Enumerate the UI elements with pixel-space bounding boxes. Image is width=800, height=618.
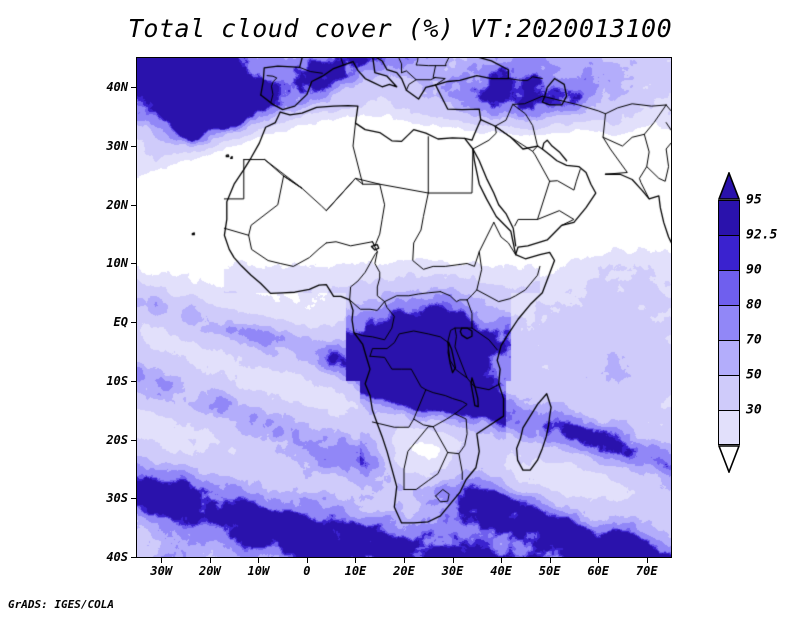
x-axis-tick xyxy=(258,558,260,563)
x-axis-label: 20W xyxy=(198,564,221,578)
x-axis-label: 50E xyxy=(538,564,561,578)
x-axis-tick xyxy=(161,558,163,563)
colorbar-bottom-arrow-icon xyxy=(718,445,740,473)
x-axis-label: 10E xyxy=(344,564,367,578)
colorbar-segment xyxy=(718,305,740,340)
x-axis-tick xyxy=(598,558,600,563)
x-axis-label: 40E xyxy=(490,564,512,578)
map-plot-area xyxy=(136,57,672,558)
colorbar-segment xyxy=(718,235,740,270)
y-axis-tick xyxy=(131,498,136,500)
y-axis-label: 20N xyxy=(106,197,128,212)
y-axis-label: 10N xyxy=(106,256,128,271)
x-axis-label: 30W xyxy=(150,564,173,578)
y-axis-label: 30S xyxy=(106,491,128,506)
x-axis-label: 60E xyxy=(587,564,610,578)
page-title: Total cloud cover (%) VT:2020013100 xyxy=(127,14,673,43)
x-axis-tick xyxy=(646,558,648,563)
y-axis-tick xyxy=(131,380,136,382)
colorbar-segment xyxy=(718,375,740,410)
colorbar-tick-label: 30 xyxy=(746,402,762,418)
x-axis-label: 30E xyxy=(441,564,464,578)
y-axis-tick xyxy=(131,557,136,558)
x-axis-tick xyxy=(404,558,405,563)
colorbar-segment xyxy=(718,340,740,375)
colorbar-tick-label: 70 xyxy=(746,332,762,348)
y-axis-tick xyxy=(131,322,136,324)
cloud-cover-heatmap xyxy=(137,58,671,557)
colorbar-tick-label: 92.5 xyxy=(746,227,778,243)
x-axis-label: 20E xyxy=(393,564,415,578)
x-axis-label: 0 xyxy=(303,564,311,578)
footer-credit: GrADS: IGES/COLA xyxy=(8,598,114,611)
x-axis-tick xyxy=(355,558,357,563)
y-axis-tick xyxy=(131,263,136,265)
x-axis-tick xyxy=(209,558,211,563)
colorbar-tick-label: 90 xyxy=(746,262,762,278)
y-axis-tick xyxy=(131,439,136,441)
colorbar-segment xyxy=(718,270,740,305)
colorbar-segment xyxy=(718,410,740,445)
y-axis-label: 20S xyxy=(106,432,128,447)
x-axis-label: 10W xyxy=(247,564,270,578)
colorbar-tick-label: 95 xyxy=(746,192,762,208)
y-axis-label: EQ xyxy=(113,315,128,330)
colorbar-tick-label: 50 xyxy=(746,367,762,383)
x-axis-tick xyxy=(306,558,308,563)
x-axis-tick xyxy=(452,558,454,563)
x-axis-tick xyxy=(501,558,503,563)
x-axis-tick xyxy=(549,558,551,563)
x-axis-label: 70E xyxy=(635,564,658,578)
y-axis-label: 40S xyxy=(106,550,128,564)
colorbar-top-arrow-icon xyxy=(718,172,740,200)
y-axis-tick xyxy=(131,146,136,148)
y-axis-tick xyxy=(131,87,136,89)
y-axis-label: 30N xyxy=(106,139,128,154)
colorbar-segment xyxy=(718,200,740,235)
y-axis-tick xyxy=(131,204,136,206)
y-axis-label: 40N xyxy=(106,80,128,95)
y-axis-label: 10S xyxy=(106,373,128,388)
colorbar-tick-label: 80 xyxy=(746,297,762,313)
